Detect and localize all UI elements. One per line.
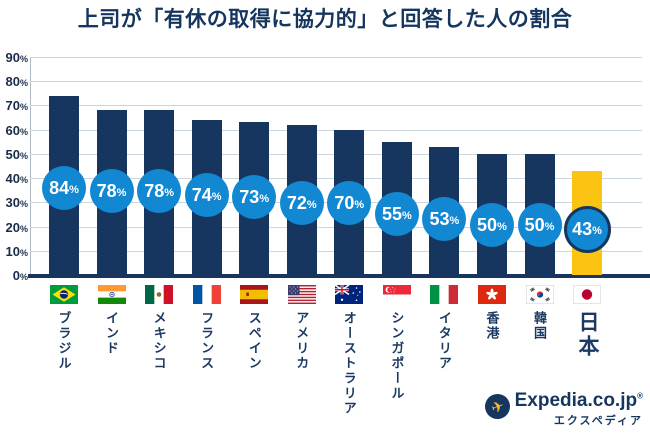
spain-flag xyxy=(240,285,269,304)
country-label-singapore: シンガポール xyxy=(389,311,405,401)
australia-flag xyxy=(335,285,364,304)
value-badge-america: 72% xyxy=(279,180,324,225)
gridline xyxy=(30,57,642,58)
y-axis-tick-label: 10% xyxy=(5,243,28,259)
hongkong-flag xyxy=(477,285,506,304)
y-axis-line xyxy=(30,57,31,275)
brand-text: Expedia.co.jp® xyxy=(514,390,643,411)
registered-mark: ® xyxy=(637,391,643,401)
country-label-mexico: メキシコ xyxy=(151,311,167,371)
france-flag xyxy=(192,285,221,304)
country-label-australia: オーストラリア xyxy=(341,311,357,416)
brazil-flag xyxy=(50,285,78,304)
country-label-italy: イタリア xyxy=(436,311,452,371)
expedia-globe-plane-icon: ✈ xyxy=(481,390,514,423)
expedia-logo: ✈ Expedia.co.jp® エクスペディア xyxy=(481,390,643,428)
gridline xyxy=(30,105,642,107)
y-axis-tick-label: 0% xyxy=(12,268,28,283)
japan-flag xyxy=(573,285,602,304)
gridline xyxy=(30,81,642,83)
country-label-india: インド xyxy=(104,311,120,356)
country-label-brazil: ブラジル xyxy=(56,311,72,371)
country-label-france: フランス xyxy=(199,311,215,371)
usa-flag xyxy=(287,285,316,304)
y-axis-tick-label: 30% xyxy=(5,195,28,211)
value-badge-brazil: 84% xyxy=(42,166,86,211)
y-axis-tick-label: 60% xyxy=(5,122,28,138)
y-axis-tick-label: 20% xyxy=(5,219,28,235)
chart-title: 上司が「有休の取得に協力的」と回答した人の割合 xyxy=(77,8,573,31)
country-label-hongkong: 香港 xyxy=(484,311,500,341)
country-label-america: アメリカ xyxy=(294,311,310,371)
value-badge-singapore: 55% xyxy=(374,192,419,237)
value-badge-korea: 50% xyxy=(517,202,562,247)
india-flag xyxy=(97,285,126,304)
y-axis-tick-label: 90% xyxy=(5,50,28,65)
value-badge-japan: 43% xyxy=(563,205,611,253)
y-axis-tick-label: 70% xyxy=(5,98,28,114)
mexico-flag xyxy=(145,285,174,304)
value-badge-france: 74% xyxy=(184,173,229,218)
country-label-korea: 韓国 xyxy=(532,311,547,341)
value-badge-hongkong: 50% xyxy=(469,202,514,247)
y-axis-tick-label: 80% xyxy=(5,74,28,90)
singapore-flag xyxy=(382,285,411,304)
value-badge-italy: 53% xyxy=(422,196,467,241)
country-label-japan: 日本 xyxy=(576,311,600,359)
italy-flag xyxy=(430,285,459,304)
value-badge-spain: 73% xyxy=(232,175,277,220)
x-axis-baseline xyxy=(28,274,650,278)
value-badge-india: 78% xyxy=(89,169,134,214)
value-badge-mexico: 78% xyxy=(137,169,182,214)
value-badge-australia: 70% xyxy=(327,180,372,225)
y-axis-tick-label: 40% xyxy=(5,171,28,187)
south-korea-flag xyxy=(525,285,554,304)
country-label-spain: スペイン xyxy=(246,311,262,371)
plot-area: 84% 78% 78% 74% 73% 72% 70% 55% 53% 50% 50% 43% xyxy=(28,57,650,278)
brand-subtext: エクスペディア xyxy=(553,414,643,427)
y-axis-tick-label: 50% xyxy=(5,146,28,162)
